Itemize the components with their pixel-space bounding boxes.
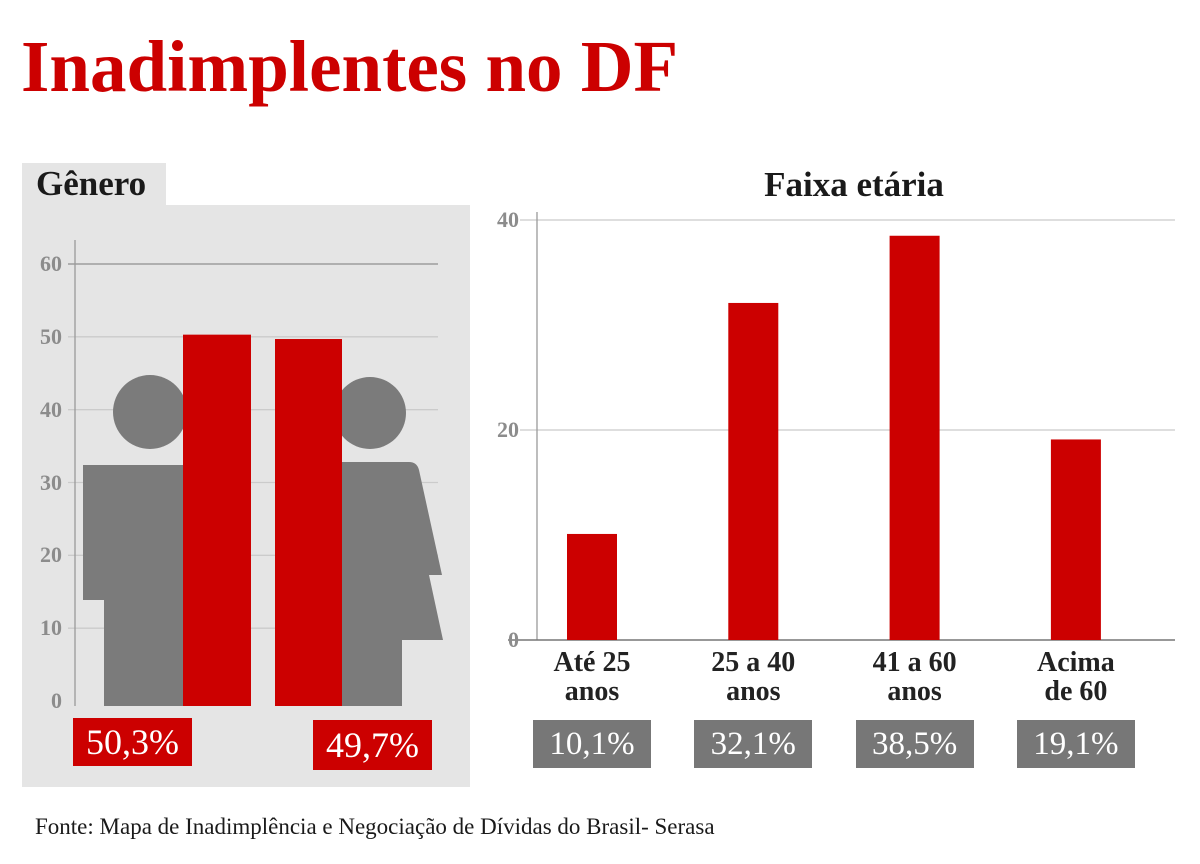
age-value-box-3: 38,5% [855,720,974,768]
age-chart-title: Faixa etária [764,165,944,204]
gender-y-tick-label-0: 0 [51,688,62,713]
female-figure-icon [330,377,443,706]
gender-value-label-1: 50,3% [86,722,179,762]
age-bar-3 [889,235,940,640]
gender-y-tick-label-50: 50 [40,323,62,349]
gender-y-tick-label-20: 20 [40,542,62,568]
age-bar-4 [1050,439,1101,640]
gender-y-tick-label-30: 30 [40,469,62,495]
female-figure-head [334,377,406,449]
gender-bar-1 [183,334,251,706]
age-bar-1 [567,533,617,640]
male-figure-icon [83,375,200,706]
age-y-tick-label-20: 20 [497,417,519,442]
gender-value-box-1: 50,3% [73,718,192,766]
female-figure-body [330,462,443,706]
gender-value-box-2: 49,7% [313,720,432,770]
age-y-tick-label-40: 40 [497,207,519,232]
gender-chart-title: Gênero [36,164,147,203]
gender-y-tick-label-10: 10 [40,615,62,641]
gender-y-tick-label-40: 40 [40,396,62,422]
gender-bars [183,334,342,706]
age-y-tick-label-0: 0 [508,627,519,652]
gender-bar-2 [275,339,342,706]
age-value-label-1: 10,1% [549,726,635,762]
age-category-label-1: Até 25 anos [553,647,631,707]
age-value-label-3: 38,5% [871,726,958,762]
age-value-label-2: 32,1% [710,726,796,762]
gender-value-label-2: 49,7% [326,725,419,765]
age-value-box-4: 19,1% [1016,720,1135,768]
age-category-label-2: 25 a 40 anos [711,647,796,707]
age-value-box-2: 32,1% [694,720,813,768]
male-figure-body [83,465,200,706]
age-value-label-4: 19,1% [1033,726,1119,762]
age-gridlines [520,219,1175,431]
gender-y-tick-label-60: 60 [40,251,62,276]
age-bars [567,235,1101,640]
age-value-box-1: 10,1% [533,720,651,768]
source-note: Fonte: Mapa de Inadimplência e Negociaçã… [35,814,715,839]
age-category-label-3: 41 a 60 anos [872,647,957,707]
age-category-label-4: Acima de 60 [1037,647,1115,707]
male-figure-head [113,375,187,449]
age-bar-2 [728,302,779,640]
page-title: Inadimplentes no DF [21,26,679,107]
gender-chart-tab: Gênero [22,163,166,205]
